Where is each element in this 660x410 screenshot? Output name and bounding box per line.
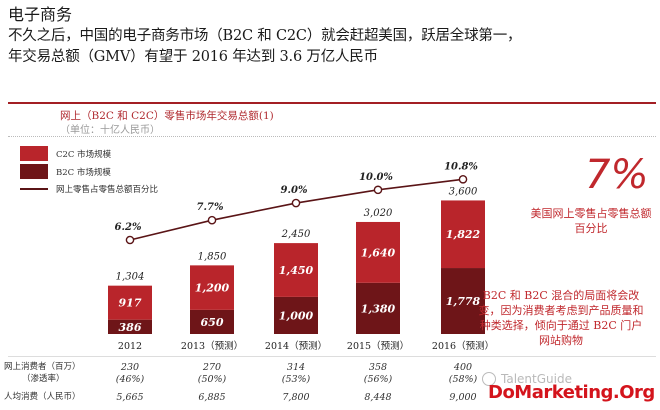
bar-b2c-2	[274, 296, 318, 334]
c2c-value-label: 1,640	[361, 246, 396, 259]
watermark-text: TalentGuide	[501, 372, 572, 386]
x-tick-label: 2014（预测）	[265, 340, 327, 352]
total-value-label: 3,020	[364, 208, 393, 219]
bar-b2c-0	[108, 319, 152, 334]
legend-c2c: C2C 市场规模	[20, 146, 111, 161]
table-divider	[8, 356, 656, 357]
spend-value: 8,448	[364, 392, 392, 403]
share-point	[125, 235, 135, 245]
legend-line-label: 网上零售占零售总额百分比	[56, 185, 159, 195]
consumers-value: 358	[368, 362, 388, 373]
share-value-label: 6.2%	[115, 222, 142, 233]
page-title: 电子商务	[8, 5, 73, 24]
share-point	[291, 198, 301, 208]
legend-b2c-swatch	[20, 164, 48, 179]
c2c-value-label: 1,822	[446, 228, 481, 241]
spend-value: 6,885	[198, 392, 226, 403]
penetration-value: (50%)	[197, 374, 227, 385]
market-annotation: B2C 和 B2C 混合的局面将会改变，因为消费者考虑到产品质量和种类选择，倾向…	[478, 289, 644, 347]
legend-c2c-label: C2C 市场规模	[56, 149, 112, 160]
total-value-label: 2,450	[281, 229, 311, 240]
bar-b2c-4	[441, 268, 485, 334]
penetration-label: （渗透率）	[22, 374, 65, 384]
share-point	[373, 185, 383, 195]
x-tick-label: 2012	[118, 341, 142, 352]
share-value-label: 7.7%	[197, 202, 224, 213]
spend-value: 5,665	[116, 392, 144, 403]
headline-line-1: 不久之后，中国的电子商务市场（B2C 和 C2C）就会赶超美国，跃居全球第一，	[8, 28, 522, 44]
penetration-value: (46%)	[115, 374, 145, 385]
bar-c2c-3	[356, 221, 400, 283]
penetration-value: (56%)	[363, 374, 393, 385]
header-rule	[8, 102, 656, 104]
consumers-value: 270	[202, 362, 222, 373]
share-point	[458, 174, 468, 184]
legend-line-swatch	[20, 188, 48, 190]
b2c-value-label: 1,778	[446, 295, 481, 308]
share-point	[207, 215, 217, 225]
legend-b2c: B2C 市场规模	[20, 164, 111, 179]
total-value-label: 1,850	[198, 251, 227, 262]
legend-b2c-label: B2C 市场规模	[56, 167, 111, 178]
dotted-divider	[8, 136, 656, 137]
b2c-value-label: 1,000	[279, 309, 314, 322]
bar-b2c-1	[190, 309, 234, 334]
legend-c2c-swatch	[20, 146, 48, 161]
watermark: TalentGuide	[482, 372, 572, 386]
c2c-value-label: 1,200	[195, 282, 230, 295]
headline-line-2: 年交易总额（GMV）有望于 2016 年达到 3.6 万亿人民币	[8, 49, 378, 65]
c2c-value-label: 917	[119, 297, 142, 310]
share-value-label: 9.0%	[281, 185, 308, 196]
bar-b2c-3	[356, 282, 400, 334]
b2c-value-label: 1,380	[361, 302, 396, 315]
consumers-value: 230	[120, 362, 140, 373]
brand-text: DoMarketing.Org	[488, 382, 655, 403]
consumers-value: 314	[286, 362, 306, 373]
c2c-value-label: 1,450	[279, 264, 314, 277]
us-share-note: 美国网上零售占零售总额百分比	[530, 207, 652, 235]
chart-title: 网上（B2C 和 C2C）零售市场年交易总额(1)	[60, 110, 274, 122]
x-tick-label: 2015（预测）	[347, 340, 409, 352]
bar-c2c-1	[190, 265, 234, 310]
penetration-value: (58%)	[448, 374, 478, 385]
talentguide-logo-icon	[482, 372, 496, 386]
consumers-value: 400	[453, 362, 473, 373]
chart-unit: （单位：十亿人民币）	[60, 125, 160, 136]
spend-label: 人均消费（人民币）	[4, 392, 81, 402]
total-value-label: 3,600	[449, 186, 478, 197]
us-share-value: 7%	[585, 152, 649, 198]
bar-c2c-4	[441, 200, 485, 269]
penetration-value: (53%)	[281, 374, 311, 385]
legend-line: 网上零售占零售总额百分比	[20, 183, 158, 195]
bar-c2c-2	[274, 243, 318, 297]
x-tick-label: 2013（预测）	[181, 340, 243, 352]
spend-value: 9,000	[449, 392, 477, 403]
x-tick-label: 2016（预测）	[432, 340, 494, 352]
share-value-label: 10.8%	[444, 161, 478, 172]
bar-c2c-0	[108, 285, 152, 320]
consumers-label: 网上消费者（百万）	[4, 362, 81, 372]
share-value-label: 10.0%	[359, 172, 393, 183]
total-value-label: 1,304	[116, 272, 145, 283]
b2c-value-label: 650	[201, 316, 224, 329]
spend-value: 7,800	[282, 392, 310, 403]
b2c-value-label: 386	[119, 321, 142, 334]
header: 电子商务 不久之后，中国的电子商务市场（B2C 和 C2C）就会赶超美国，跃居全…	[8, 4, 653, 68]
